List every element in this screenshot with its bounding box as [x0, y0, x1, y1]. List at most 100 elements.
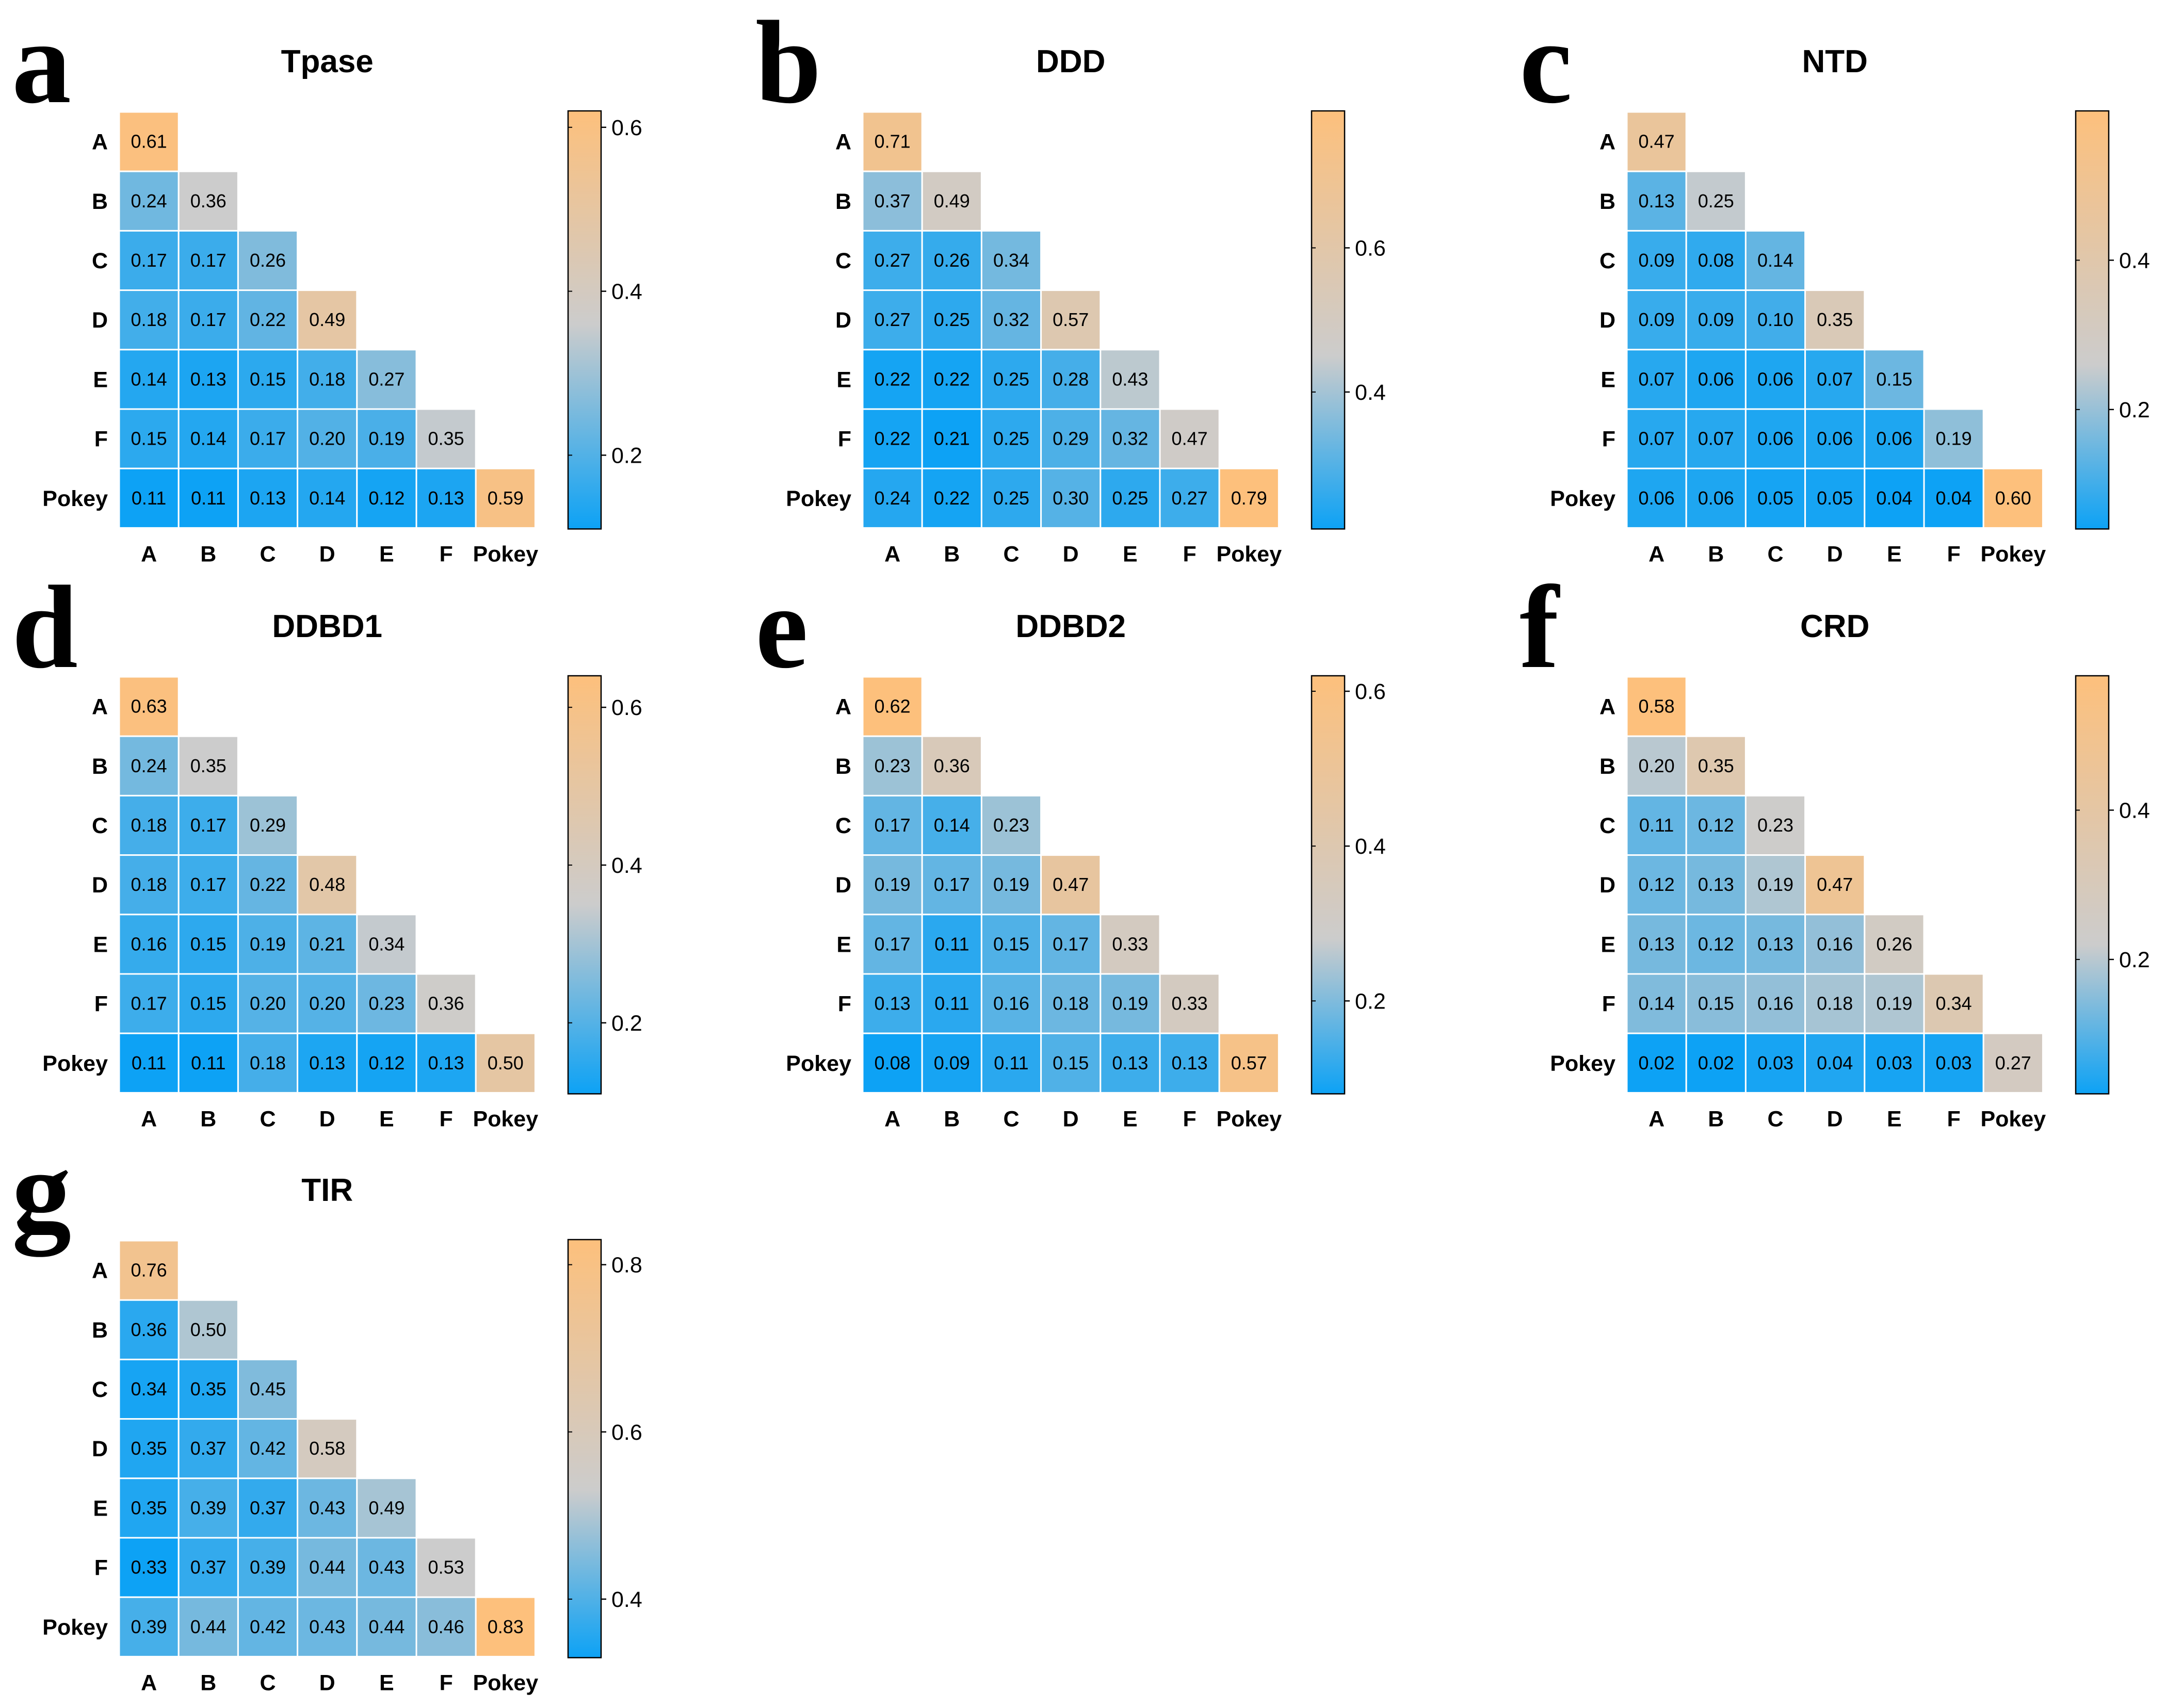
cell-value-label: 0.13	[1172, 1052, 1208, 1073]
panel-letter: e	[755, 561, 808, 693]
heatmap-cell	[356, 973, 417, 1034]
row-label: B	[92, 189, 108, 214]
column-label: B	[200, 1670, 216, 1695]
colorbar-tick-label: 0.6	[611, 116, 642, 140]
cell-value-label: 0.18	[131, 815, 167, 836]
cell-value-label: 0.44	[309, 1557, 345, 1578]
column-label: E	[1123, 1107, 1138, 1131]
cell-value-label: 0.22	[934, 487, 970, 509]
column-label: E	[379, 1107, 394, 1131]
colorbar	[567, 110, 602, 530]
colorbar-tick-label: 0.2	[2119, 398, 2150, 422]
cell-value-label: 0.04	[1936, 487, 1972, 509]
cell-value-label: 0.04	[1817, 1052, 1853, 1073]
column-label: A	[141, 1107, 157, 1131]
cell-value-label: 0.36	[131, 1319, 167, 1340]
heatmap-cell	[237, 1596, 299, 1657]
cell-value-label: 0.16	[993, 993, 1029, 1014]
cell-value-label: 0.79	[1231, 487, 1267, 509]
cell-value-label: 0.59	[488, 487, 524, 509]
cell-value-label: 0.30	[1053, 487, 1089, 509]
cell-value-label: 0.18	[1817, 993, 1853, 1014]
heatmap-cell	[921, 349, 982, 410]
row-label: F	[94, 427, 108, 452]
row-label: F	[1602, 427, 1615, 452]
heatmap-cell	[1159, 408, 1220, 469]
row-label: D	[92, 1437, 108, 1461]
heatmap-cell	[297, 408, 358, 469]
heatmap-cell	[118, 1596, 180, 1657]
cell-value-label: 0.21	[309, 933, 345, 954]
row-label: Pokey	[42, 1615, 108, 1640]
column-label: D	[1827, 542, 1843, 566]
cell-value-label: 0.63	[131, 696, 167, 717]
cell-value-label: 0.05	[1817, 487, 1853, 509]
cell-value-label: 0.17	[190, 250, 227, 271]
cell-value-label: 0.27	[875, 309, 911, 330]
heatmap-cell	[1982, 467, 2044, 529]
heatmap-cell	[177, 854, 239, 916]
heatmap-cell	[921, 854, 982, 916]
cell-value-label: 0.11	[1639, 815, 1674, 836]
column-label: B	[200, 542, 216, 566]
heatmap-cell	[415, 1032, 477, 1094]
heatmap-cell	[356, 408, 417, 469]
heatmap-cell	[177, 1032, 239, 1094]
colorbar-tick-label: 0.4	[2119, 798, 2150, 823]
cell-value-label: 0.25	[1112, 487, 1148, 509]
cell-value-label: 0.06	[1757, 368, 1793, 389]
panel-g: g TIR 0.76 0.36 0.50 0.34 0.35 0.45 0.35 0.37 0.42…	[12, 1125, 642, 1695]
heatmap-cell	[1685, 794, 1747, 856]
cell-value-label: 0.53	[428, 1557, 464, 1578]
panel-letter: f	[1520, 561, 1560, 693]
colorbar	[2075, 110, 2110, 530]
row-label: A	[1599, 695, 1615, 720]
cell-value-label: 0.12	[368, 487, 405, 509]
panel-letter: d	[12, 561, 78, 693]
cell-value-label: 0.03	[1757, 1052, 1793, 1073]
cell-value-label: 0.17	[250, 428, 286, 449]
cell-value-label: 0.17	[934, 874, 970, 895]
heatmap-cell	[1100, 349, 1161, 410]
cell-value-label: 0.39	[131, 1616, 167, 1637]
cell-value-label: 0.11	[934, 993, 969, 1014]
heatmap-cell	[118, 973, 180, 1034]
cell-value-label: 0.13	[1639, 933, 1675, 954]
cell-value-label: 0.36	[934, 755, 970, 776]
column-label: C	[1003, 542, 1019, 566]
colorbar-tick-label: 0.6	[1355, 236, 1386, 261]
heatmap-cell	[237, 1032, 299, 1094]
cell-value-label: 0.17	[131, 993, 167, 1014]
cell-value-label: 0.19	[1757, 874, 1793, 895]
cell-value-label: 0.11	[994, 1052, 1028, 1073]
heatmap-cell	[237, 230, 299, 291]
column-label: F	[1947, 542, 1960, 566]
cell-value-label: 0.46	[428, 1616, 464, 1637]
panel-f: f CRD 0.58 0.20 0.35 0.11 0.12 0.23 0.12 0.13 0.19…	[1520, 561, 2150, 1131]
cell-value-label: 0.35	[190, 755, 227, 776]
heatmap-cell	[921, 408, 982, 469]
cell-value-label: 0.25	[934, 309, 970, 330]
row-label: E	[836, 367, 851, 392]
cell-value-label: 0.44	[190, 1616, 227, 1637]
row-label: B	[92, 754, 108, 779]
heatmap-cell	[921, 289, 982, 351]
heatmap-cell	[1864, 973, 1925, 1034]
heatmap-cell	[921, 170, 982, 232]
cell-value-label: 0.09	[1698, 309, 1734, 330]
cell-value-label: 0.14	[131, 368, 167, 389]
cell-value-label: 0.13	[875, 993, 911, 1014]
cell-value-label: 0.37	[250, 1497, 286, 1518]
cell-value-label: 0.16	[131, 933, 167, 954]
heatmap-cell	[1685, 467, 1747, 529]
heatmap-cell	[177, 1596, 239, 1657]
cell-value-label: 0.71	[875, 131, 911, 152]
heatmap-cell	[1804, 289, 1866, 351]
heatmap-cell	[1864, 349, 1925, 410]
cell-value-label: 0.24	[131, 190, 167, 212]
cell-value-label: 0.15	[1053, 1052, 1089, 1073]
cell-value-label: 0.43	[1112, 368, 1148, 389]
cell-value-label: 0.20	[250, 993, 286, 1014]
cell-value-label: 0.19	[1112, 993, 1148, 1014]
cell-value-label: 0.03	[1936, 1052, 1972, 1073]
